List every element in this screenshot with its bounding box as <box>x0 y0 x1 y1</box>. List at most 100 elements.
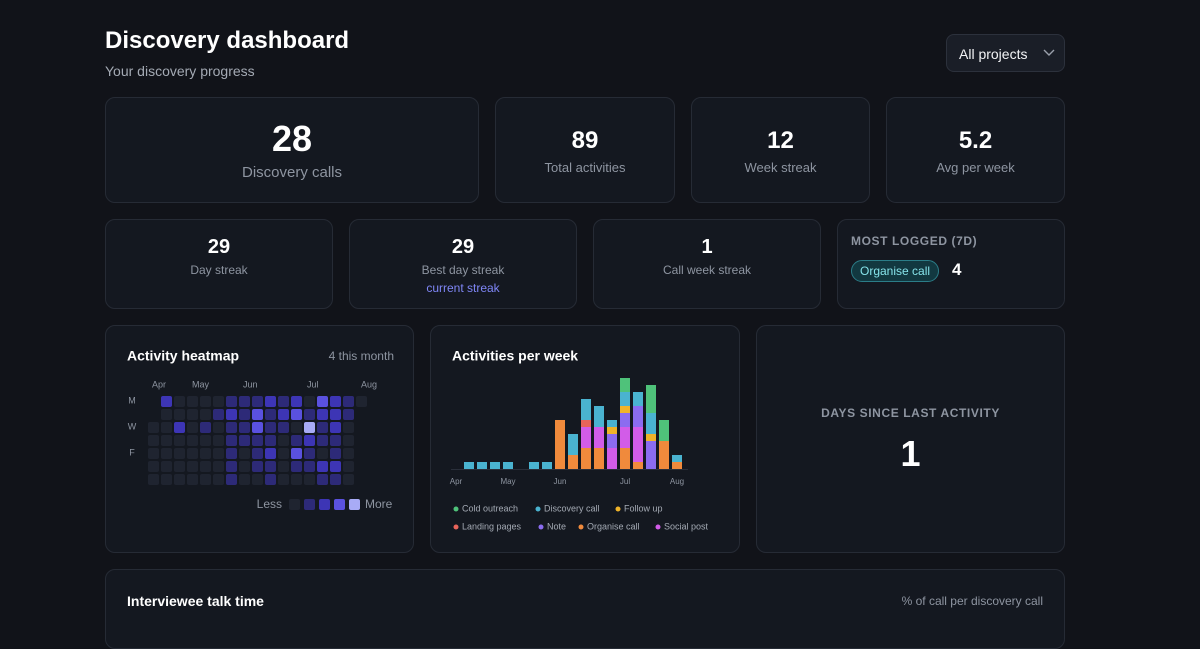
stat-label: Day streak <box>190 263 248 277</box>
bar-segment <box>672 462 682 469</box>
heatmap-cell <box>252 474 263 485</box>
month-label: May <box>192 379 210 389</box>
heatmap-cell <box>343 461 354 472</box>
stat-value: 5.2 <box>958 127 993 154</box>
bar-segment <box>672 455 682 462</box>
legend-label: Organise call <box>587 521 640 531</box>
heatmap-cell <box>213 448 224 459</box>
legend-swatch <box>349 499 360 510</box>
heatmap: Activity heatmap 4 this month Less More … <box>127 348 394 511</box>
heatmap-cell <box>291 422 302 433</box>
heatmap-cell <box>304 448 315 459</box>
days-value: 1 <box>900 433 921 474</box>
bar-segment <box>646 441 656 469</box>
heatmap-cell <box>304 435 315 446</box>
heatmap-cell <box>330 435 341 446</box>
legend-dot <box>655 524 661 530</box>
bar-segment <box>568 434 578 455</box>
heatmap-cell <box>278 474 289 485</box>
project-select[interactable]: All projects <box>946 34 1065 72</box>
day-label: F <box>129 447 135 457</box>
heatmap-cell <box>330 422 341 433</box>
bar-segment <box>594 448 604 469</box>
heatmap-cell <box>317 474 328 485</box>
heatmap-cell <box>343 422 354 433</box>
chart: Activities per week Apr May Jun Jul Aug Cold … <box>450 348 709 532</box>
bar-segment <box>659 441 669 469</box>
stat-label: Best day streak <box>421 263 505 277</box>
stat-value: 28 <box>271 118 313 159</box>
heatmap-cell <box>317 409 328 420</box>
heatmap-cell <box>278 435 289 446</box>
heatmap-cell <box>200 396 211 407</box>
legend-label: Social post <box>664 521 709 531</box>
bar-segment <box>633 392 643 406</box>
heatmap-cell <box>278 396 289 407</box>
heatmap-cell <box>148 435 159 446</box>
legend-label: Note <box>547 521 566 531</box>
heatmap-cell <box>252 461 263 472</box>
legend-more: More <box>365 497 393 511</box>
heatmap-cell <box>252 422 263 433</box>
heatmap-cell <box>161 448 172 459</box>
bar-segment <box>620 427 630 448</box>
heatmap-cell <box>356 396 367 407</box>
day-label: W <box>128 421 137 431</box>
heatmap-cell <box>343 396 354 407</box>
bar-segment <box>633 462 643 469</box>
heatmap-cell <box>252 409 263 420</box>
bar-segment <box>646 385 656 413</box>
page-title: Discovery dashboard <box>105 27 350 54</box>
bar-segment <box>581 427 591 448</box>
heatmap-cell <box>161 435 172 446</box>
bar-segment <box>581 448 591 469</box>
heatmap-cell <box>226 474 237 485</box>
bar-segment <box>646 434 656 441</box>
heatmap-cell <box>291 396 302 407</box>
month-label: Apr <box>152 379 166 389</box>
heatmap-cell <box>174 422 185 433</box>
heatmap-cell <box>161 422 172 433</box>
heatmap-cell <box>265 448 276 459</box>
heatmap-cell <box>304 409 315 420</box>
heatmap-cell <box>200 435 211 446</box>
bar-segment <box>620 392 630 406</box>
legend-dot <box>578 524 584 530</box>
heatmap-cell <box>317 435 328 446</box>
stat-label: Total activities <box>544 160 626 175</box>
stat-value: 1 <box>701 236 713 258</box>
heatmap-cell <box>213 435 224 446</box>
heatmap-cell <box>148 474 159 485</box>
legend-swatch <box>334 499 345 510</box>
bar-segment <box>490 462 500 469</box>
bar-segment <box>607 434 617 448</box>
legend-dot <box>615 506 621 512</box>
legend-dot <box>453 524 459 530</box>
heatmap-cell <box>226 435 237 446</box>
heatmap-cell <box>161 409 172 420</box>
bar-segment <box>607 427 617 434</box>
heatmap-cell <box>174 435 185 446</box>
heatmap-cell <box>187 435 198 446</box>
heatmap-cell <box>161 474 172 485</box>
bar-segment <box>620 378 630 392</box>
heatmap-cell <box>187 474 198 485</box>
legend-label: Landing pages <box>462 521 522 531</box>
heatmap-cell <box>174 461 185 472</box>
bar-segment <box>633 427 643 462</box>
heatmap-cell <box>265 422 276 433</box>
heatmap-cell <box>148 461 159 472</box>
heatmap-cell <box>343 474 354 485</box>
legend-swatch <box>304 499 315 510</box>
bar-segment <box>555 420 565 469</box>
heatmap-cell <box>252 435 263 446</box>
heatmap-cell <box>239 474 250 485</box>
bar-segment <box>581 420 591 427</box>
stat-card: 12 Week streak <box>691 97 870 203</box>
talk-time-card: Interviewee talk time % of call per disc… <box>105 569 1065 649</box>
heatmap-cell <box>291 448 302 459</box>
bar-segment <box>646 413 656 434</box>
heatmap-cell <box>161 396 172 407</box>
stat-card: 5.2 Avg per week <box>886 97 1065 203</box>
days-since-card: DAYS SINCE LAST ACTIVITY 1 <box>756 325 1065 553</box>
